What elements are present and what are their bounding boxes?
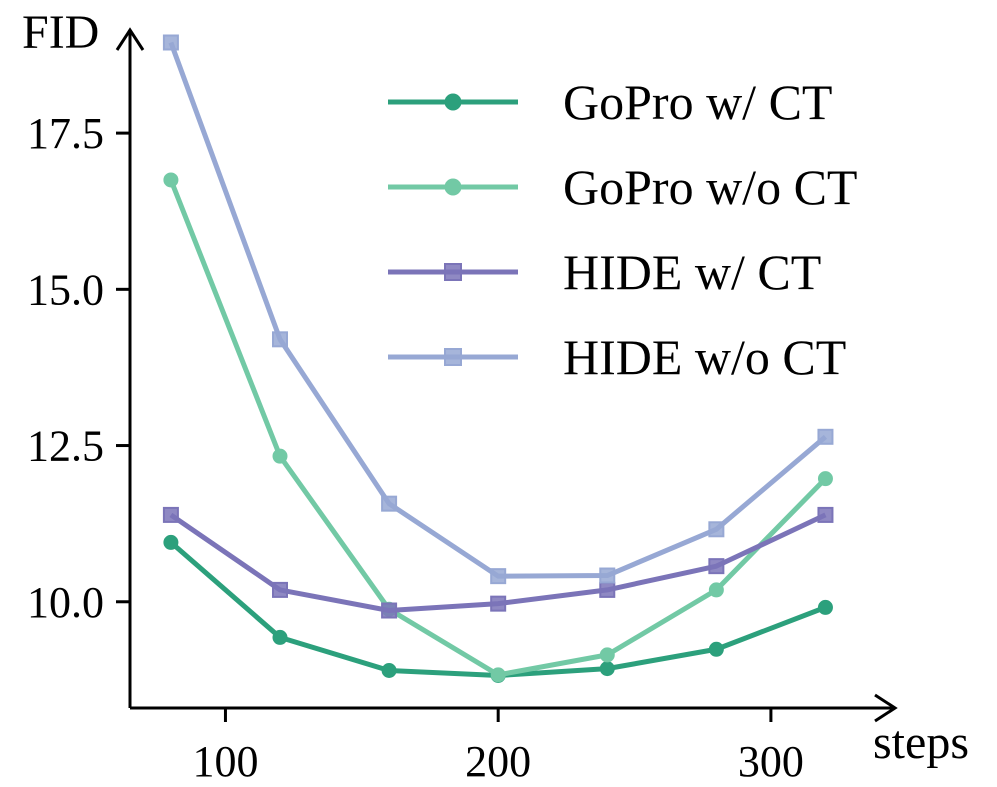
- data-point: [599, 567, 616, 584]
- data-point: [272, 331, 288, 348]
- legend-entry: GoPro w/ CT: [388, 74, 832, 130]
- legend-entry: HIDE w/ CT: [388, 244, 821, 300]
- x-ticks: 100 200 300: [192, 708, 804, 786]
- y-axis-label: FID: [22, 6, 99, 59]
- data-point: [817, 506, 834, 523]
- data-point: [599, 581, 616, 598]
- data-point: [490, 595, 507, 612]
- series-hide-w-ct: [162, 506, 834, 619]
- legend-label: HIDE w/o CT: [563, 329, 846, 385]
- data-point: [708, 521, 725, 538]
- y-tick-label: 15.0: [27, 265, 104, 314]
- data-point: [381, 663, 397, 679]
- data-point: [162, 506, 179, 523]
- y-tick-label: 17.5: [27, 109, 104, 158]
- legend-label: GoPro w/ CT: [563, 74, 832, 130]
- legend-marker: [444, 178, 462, 196]
- data-point: [272, 581, 288, 598]
- data-point: [599, 661, 615, 677]
- series-gopro-w-o-ct: [163, 172, 833, 683]
- legend-entry: HIDE w/o CT: [388, 329, 846, 385]
- legend-marker: [444, 263, 462, 281]
- legend: GoPro w/ CT GoPro w/o CT HIDE w/ CT HIDE w/…: [388, 74, 857, 385]
- y-tick-label: 10.0: [27, 578, 104, 627]
- series-group: [162, 34, 834, 684]
- data-point: [381, 495, 398, 512]
- x-tick-label: 200: [465, 737, 531, 786]
- data-point: [708, 558, 725, 575]
- y-ticks: 10.0 12.5 15.0 17.5: [27, 109, 130, 627]
- y-tick-label: 12.5: [27, 422, 104, 471]
- legend-label: GoPro w/o CT: [563, 159, 857, 215]
- data-point: [817, 599, 833, 615]
- legend-entry: GoPro w/o CT: [388, 159, 857, 215]
- y-axis: [115, 27, 145, 708]
- data-point: [272, 629, 288, 645]
- data-point: [490, 568, 507, 585]
- data-point: [162, 34, 179, 51]
- data-point: [272, 448, 288, 464]
- series-hide-w-o-ct: [162, 34, 834, 585]
- data-point: [381, 602, 398, 619]
- data-point: [163, 534, 179, 550]
- data-point: [708, 582, 724, 598]
- x-tick-label: 100: [192, 737, 258, 786]
- data-point: [490, 667, 506, 683]
- data-point: [708, 641, 724, 657]
- x-tick-label: 300: [738, 737, 804, 786]
- data-point: [817, 428, 834, 445]
- legend-marker: [444, 348, 462, 366]
- data-point: [817, 471, 833, 487]
- legend-label: HIDE w/ CT: [563, 244, 821, 300]
- x-axis-label: steps: [873, 716, 969, 769]
- data-point: [163, 172, 179, 188]
- data-point: [599, 647, 615, 663]
- legend-marker: [444, 93, 462, 111]
- x-axis: [130, 693, 898, 723]
